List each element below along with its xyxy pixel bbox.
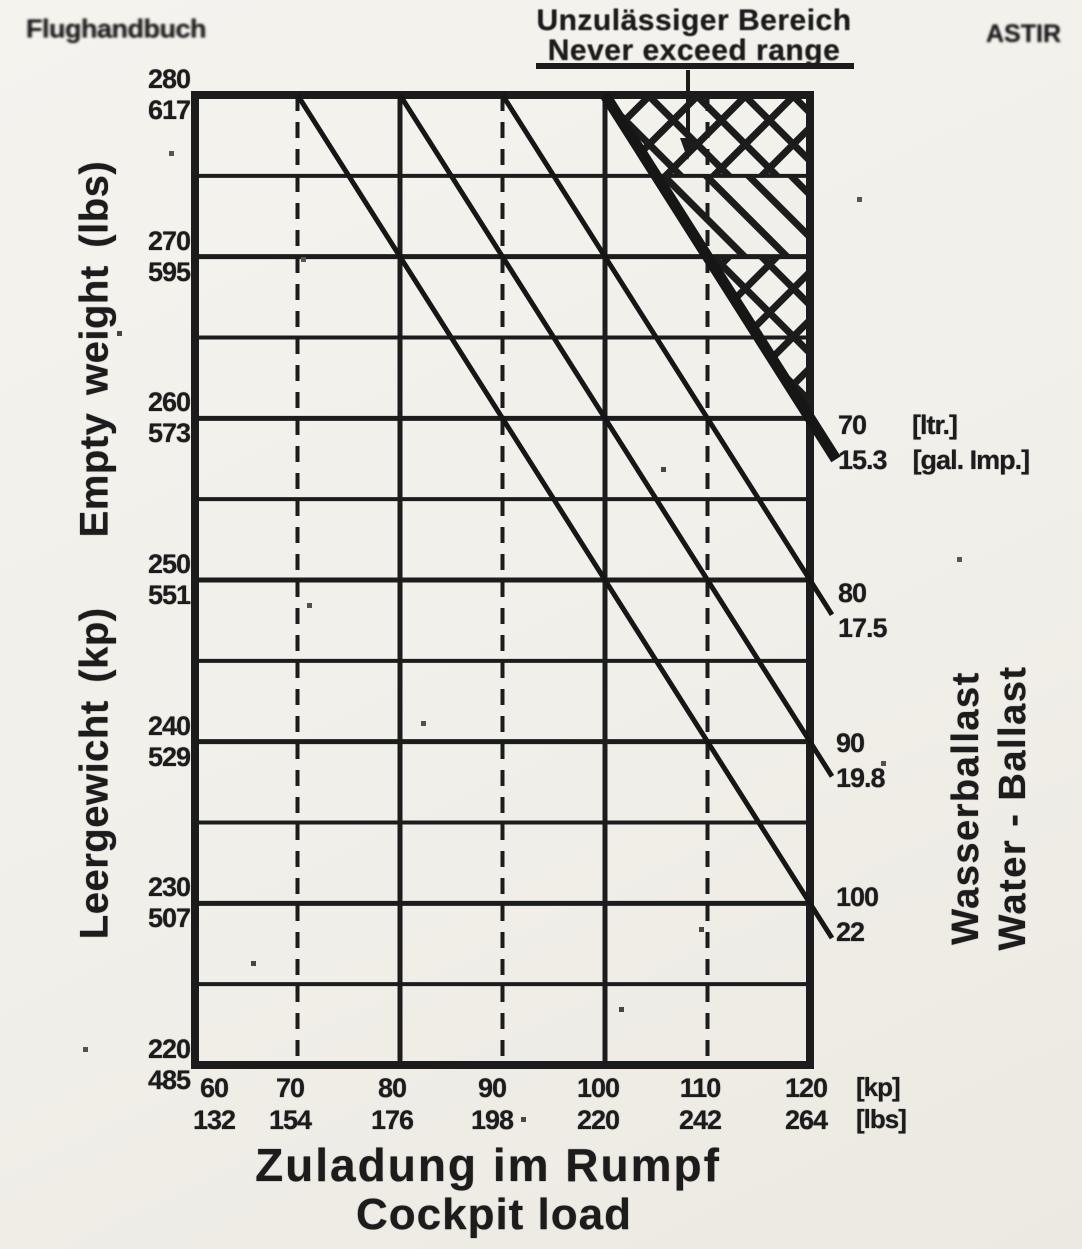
header-manual-title: Flughandbuch — [26, 14, 206, 44]
never-exceed-label-de: Unzulässiger Bereich — [536, 4, 852, 37]
ballast-line-70ltr — [600, 92, 841, 463]
never-exceed-label-en: Never exceed range — [547, 34, 841, 67]
y-tick-270-595: 270 595 — [147, 226, 191, 287]
ballast-label-100: 100 22 — [836, 882, 879, 947]
warning-arrow — [680, 70, 696, 160]
x-tick-110-242: 110 242 — [678, 1073, 722, 1135]
y-tick-240-529: 240 529 — [147, 711, 191, 772]
ballast-title-en: Water - Ballast — [992, 665, 1034, 951]
ballast-label-80: 80 17.5 — [838, 578, 888, 643]
unit-gallons: [gal. Imp.] — [912, 445, 1030, 475]
y-axis-title-en: Empty weight (lbs) — [72, 160, 117, 538]
ballast-label-90: 90 19.8 — [836, 728, 886, 793]
y-tick-220-485: 220 485 — [147, 1034, 191, 1095]
x-tick-60-132: 60 132 — [192, 1073, 236, 1135]
warning-underline — [536, 63, 854, 69]
x-tick-120-264: 120 264 — [784, 1073, 828, 1135]
x-axis-title-en: Cockpit load — [355, 1190, 633, 1239]
y-tick-230-507: 230 507 — [147, 872, 191, 933]
x-unit-lbs: [lbs] — [856, 1104, 907, 1134]
header-aircraft-type: ASTIR — [986, 20, 1061, 48]
y-axis-title: Leergewicht (kp) Empty weight (lbs) — [73, 161, 118, 939]
hatch-band-single — [656, 175, 810, 257]
x-tick-90-198: 90 198 — [470, 1073, 514, 1135]
ballast-label-70: 70 [ltr.] 15.3 [gal. Imp.] — [838, 410, 1030, 475]
ballast-line-90ltr — [397, 93, 835, 778]
ballast-line-80ltr — [500, 93, 835, 617]
ballast-title-de: Wasserballast — [945, 671, 987, 945]
ballast-axis-title: Wasserballast Water - Ballast — [943, 665, 1037, 950]
chart-layers — [191, 91, 841, 1069]
x-unit-kp: [kp] — [856, 1072, 901, 1102]
ballast-line-100ltr — [295, 93, 835, 940]
y-axis-title-de: Leergewicht (kp) — [72, 607, 117, 940]
x-tick-100-220: 100 220 — [576, 1073, 620, 1135]
y-tick-280-617: 280 617 — [147, 64, 191, 125]
y-tick-250-551: 250 551 — [147, 549, 191, 610]
y-tick-260-573: 260 573 — [147, 387, 191, 448]
unit-liters: [ltr.] — [912, 410, 958, 440]
x-axis-title-de: Zuladung im Rumpf — [255, 1139, 721, 1191]
x-tick-80-176: 80 176 — [370, 1073, 414, 1135]
x-tick-70-154: 70 154 — [268, 1073, 312, 1135]
scan-noise-speckles — [0, 0, 3, 3]
